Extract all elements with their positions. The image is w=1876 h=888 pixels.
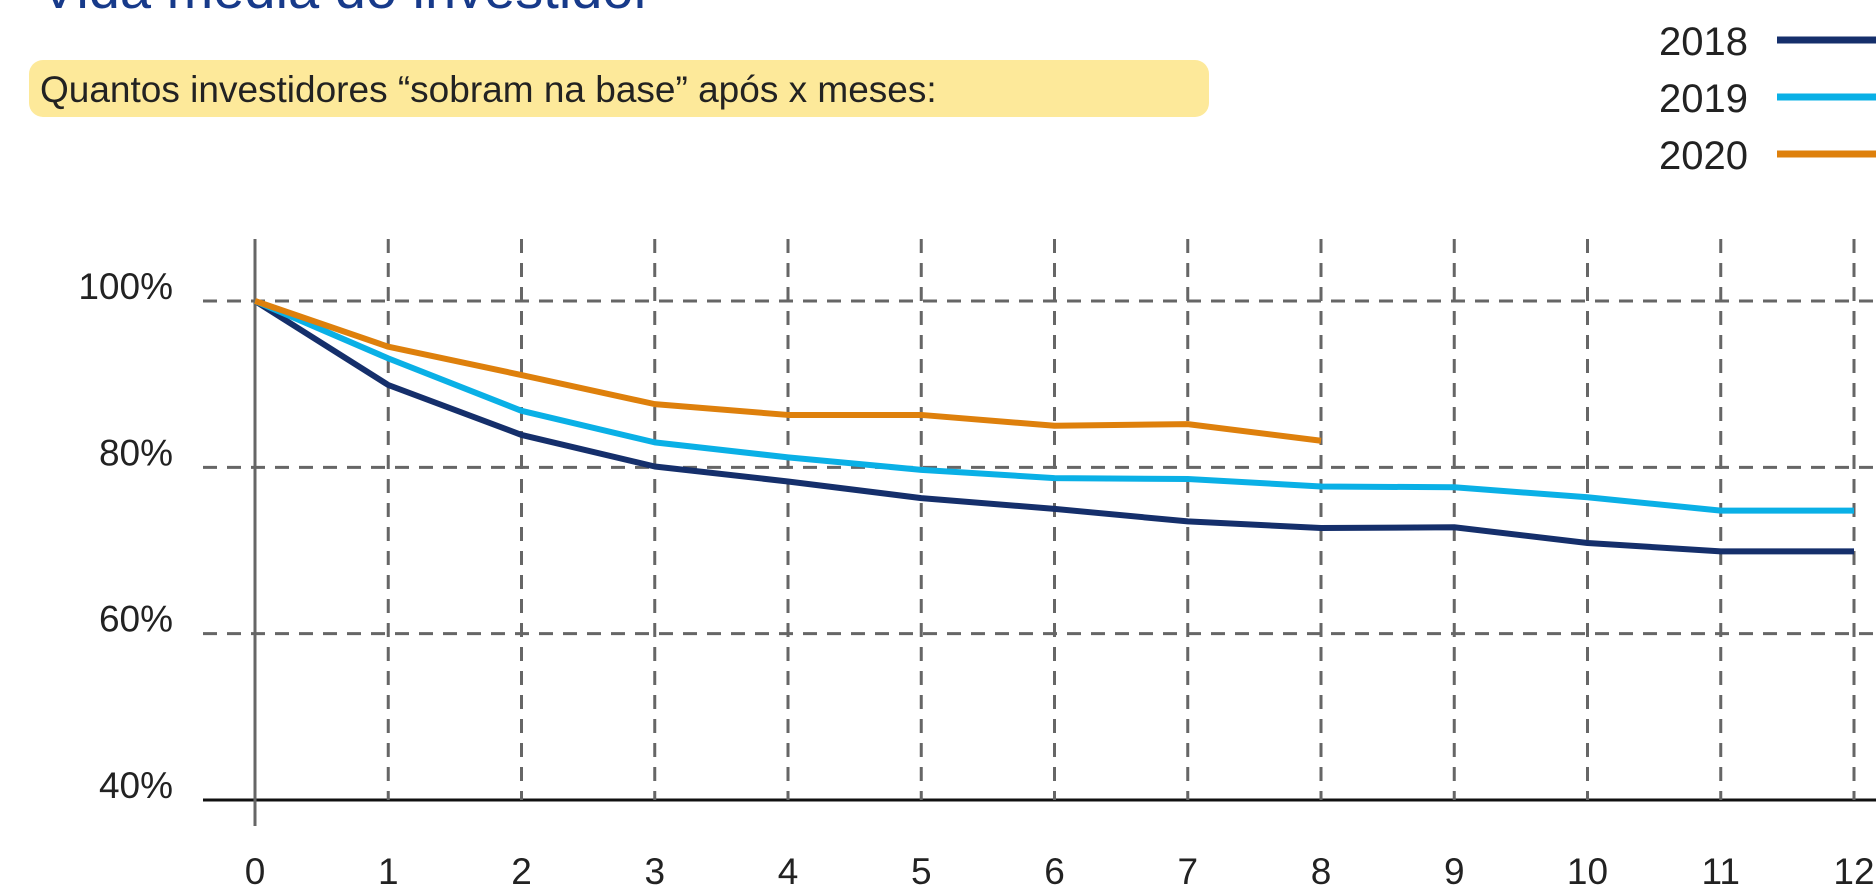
y-tick-label: 100% [78, 266, 173, 307]
series-line [254, 298, 1322, 444]
x-tick-label: 6 [1044, 851, 1065, 888]
legend-label: 2018 [1659, 20, 1748, 64]
legend-label: 2019 [1659, 77, 1748, 121]
x-tick-label: 4 [778, 851, 799, 888]
x-tick-label: 1 [378, 851, 399, 888]
x-tick-label: 0 [245, 851, 266, 888]
y-tick-label: 40% [99, 765, 173, 806]
chart-subtitle: Quantos investidores “sobram na base” ap… [40, 69, 937, 110]
legend-label: 2020 [1659, 134, 1748, 178]
y-tick-label: 80% [99, 432, 173, 473]
x-tick-label: 8 [1311, 851, 1332, 888]
x-tick-label: 9 [1444, 851, 1465, 888]
x-tick-label: 11 [1702, 851, 1740, 888]
x-tick-label: 12 [1833, 851, 1874, 888]
series-line [253, 298, 1854, 555]
x-tick-label: 2 [511, 851, 532, 888]
chart-title: Vida média do investidor [40, 0, 652, 20]
x-tick-label: 5 [911, 851, 932, 888]
y-tick-label: 60% [99, 599, 173, 640]
series-line [253, 298, 1854, 514]
x-tick-label: 7 [1177, 851, 1198, 888]
x-tick-label: 10 [1567, 851, 1608, 888]
subtitle-highlight [29, 60, 1209, 117]
x-tick-label: 3 [644, 851, 665, 888]
